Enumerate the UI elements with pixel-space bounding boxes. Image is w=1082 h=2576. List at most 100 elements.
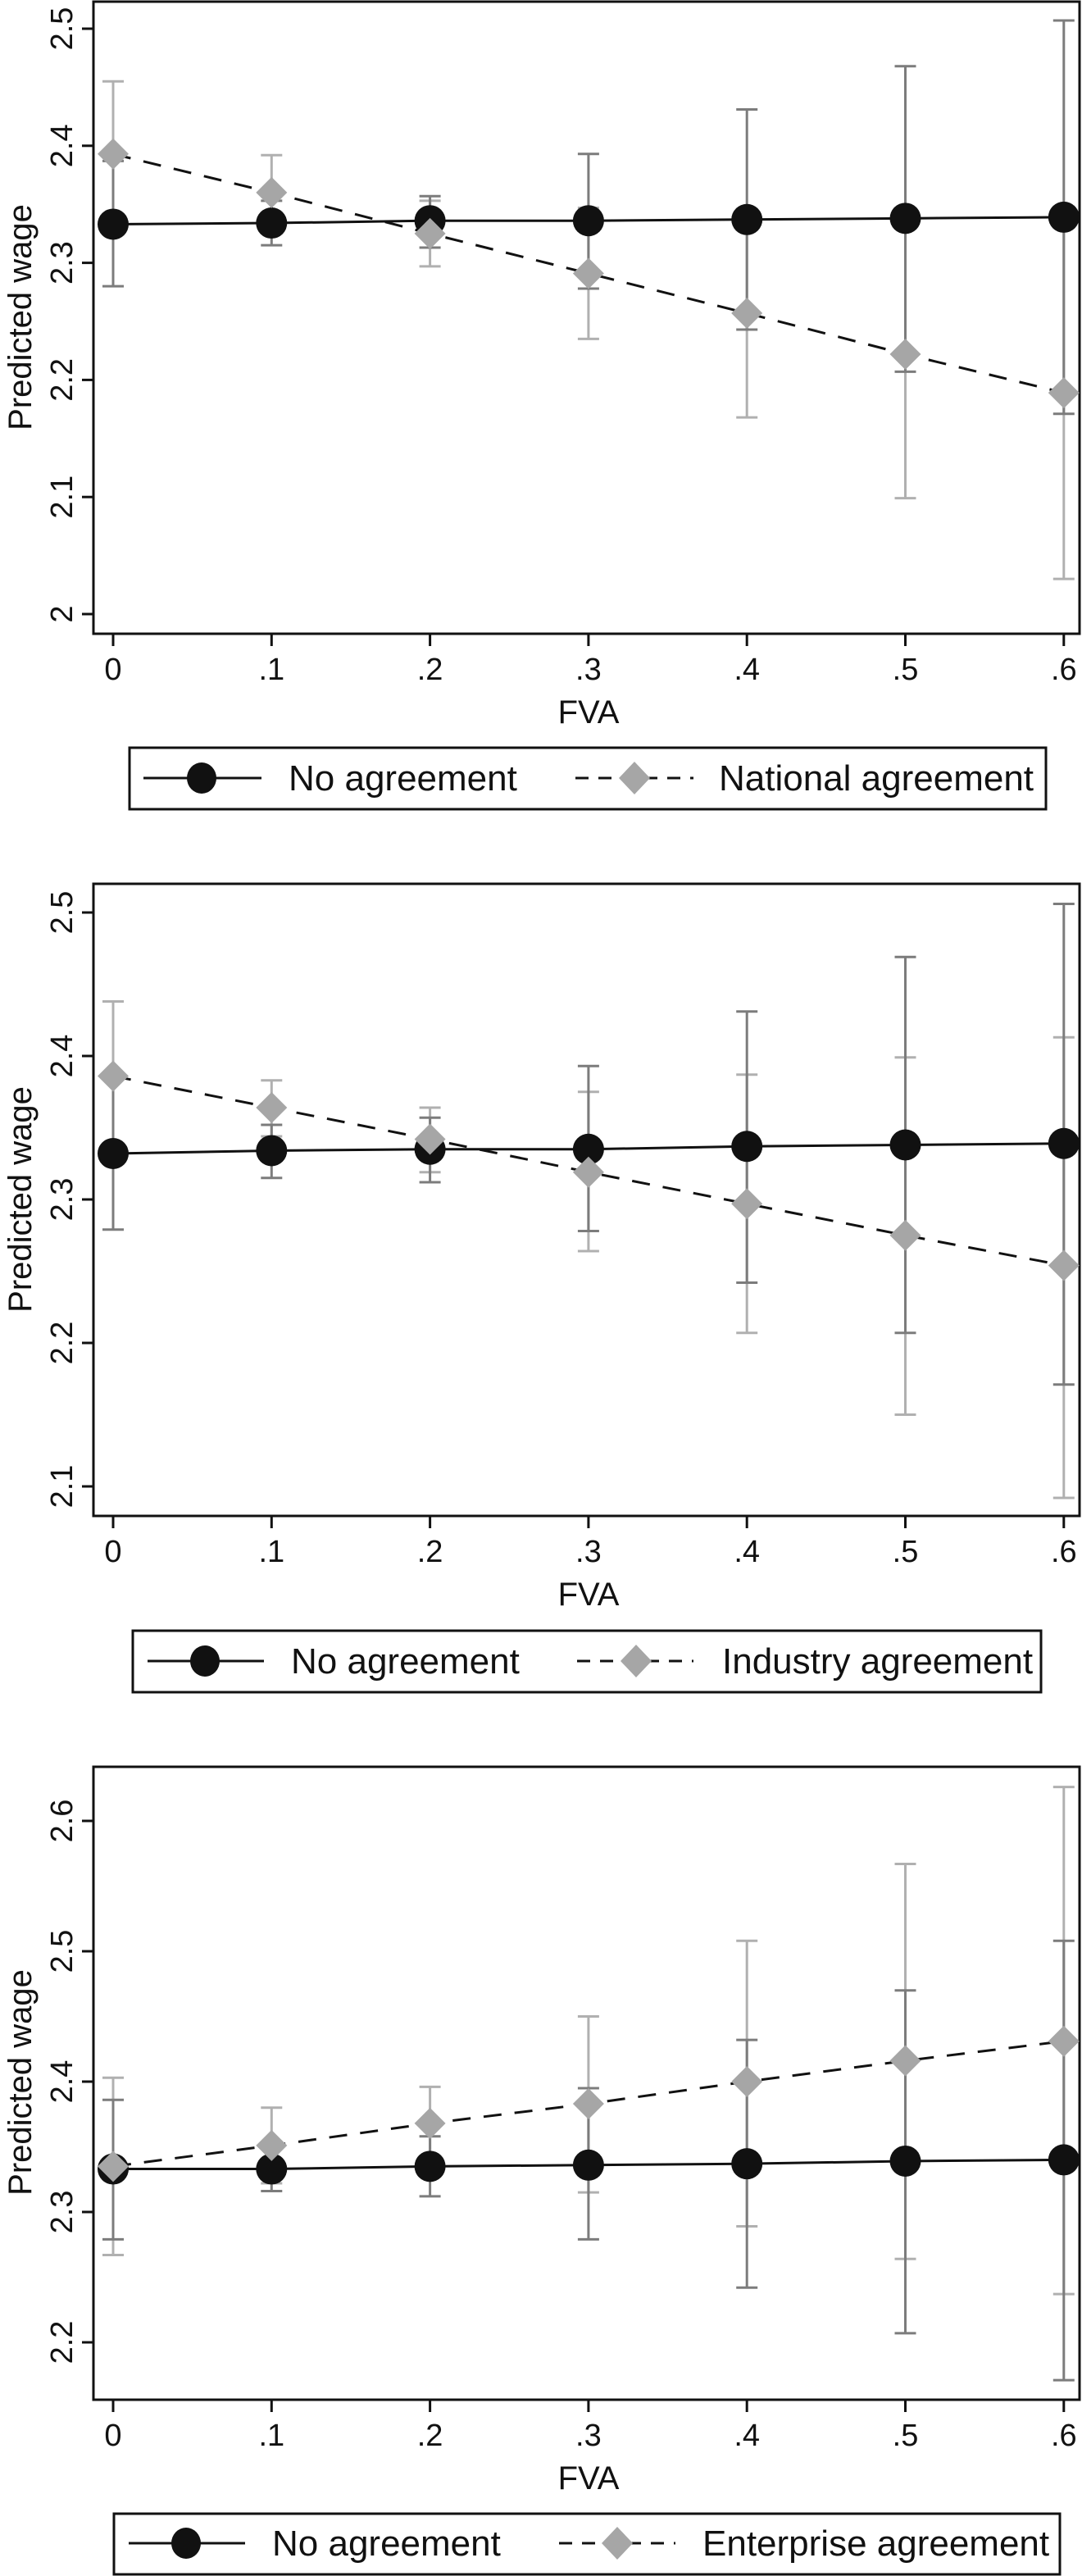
legend-label-industry-agreement: Industry agreement xyxy=(722,1641,1033,1682)
circle-marker xyxy=(889,203,921,234)
x-tick-label: 0 xyxy=(104,1535,121,1569)
y-tick-label: 2.3 xyxy=(45,241,80,284)
x-axis-title: FVA xyxy=(558,694,620,730)
diamond-marker xyxy=(889,338,921,370)
legend-diamond-icon xyxy=(602,2527,633,2560)
x-tick-label: .3 xyxy=(575,2419,602,2453)
x-tick-label: .4 xyxy=(734,2419,760,2453)
diamond-marker xyxy=(1048,377,1080,409)
y-tick-label: 2.4 xyxy=(45,2060,80,2104)
circle-marker xyxy=(1048,2144,1080,2176)
y-tick-label: 2.1 xyxy=(45,476,80,519)
y-tick-label: 2.5 xyxy=(45,7,80,51)
diamond-marker xyxy=(414,217,446,249)
x-tick-label: .2 xyxy=(417,2419,443,2453)
x-tick-label: .2 xyxy=(417,1535,443,1569)
circle-marker xyxy=(572,2149,604,2181)
y-axis-title: Predicted wage xyxy=(2,204,39,430)
diamond-marker xyxy=(256,176,288,208)
x-axis-title: FVA xyxy=(558,2460,620,2496)
diamond-marker xyxy=(98,1060,129,1092)
plot-area: 2 2.1 2.2 2.3 2.4 2.5 0 .1 .2 .3 .4 .5 .6 xyxy=(45,7,1080,687)
legend: No agreement Industry agreement xyxy=(131,1629,1043,1694)
plot-frame xyxy=(92,0,1081,635)
plot-area: 2.1 2.2 2.3 2.4 2.5 0 .1 .2 .3 .4 .5 .6 xyxy=(45,891,1080,1569)
plot-frame xyxy=(92,1765,1081,2401)
x-tick-label: .1 xyxy=(258,653,284,687)
y-tick-label: 2.4 xyxy=(45,1035,80,1078)
diamond-marker xyxy=(731,1188,763,1220)
y-tick-label: 2.3 xyxy=(45,2191,80,2234)
y-axis-title: Predicted wage xyxy=(2,1086,39,1313)
legend-diamond-icon xyxy=(619,762,650,794)
x-tick-label: .1 xyxy=(258,2419,284,2453)
circle-marker xyxy=(889,2145,921,2177)
legend-label-national-agreement: National agreement xyxy=(719,758,1034,799)
diamond-marker xyxy=(889,1219,921,1251)
circle-marker xyxy=(889,1129,921,1161)
circle-marker xyxy=(98,208,129,240)
chart-enterprise: 2.2 2.3 2.4 2.5 2.6 0 .1 .2 .3 .4 .5 .6 Predicted w… xyxy=(2,1765,1081,2576)
circle-marker xyxy=(256,207,288,239)
circle-marker xyxy=(414,2150,446,2182)
diamond-marker xyxy=(256,2129,288,2161)
x-tick-label: .5 xyxy=(893,2419,919,2453)
y-tick-label: 2.2 xyxy=(45,2321,80,2364)
legend-label-no-agreement: No agreement xyxy=(291,1641,520,1682)
diamond-marker xyxy=(889,2045,921,2077)
y-tick-label: 2.3 xyxy=(45,1178,80,1222)
legend-circle-icon xyxy=(190,1645,220,1677)
circle-marker xyxy=(731,2148,763,2180)
diamond-marker xyxy=(414,2107,446,2139)
circle-marker xyxy=(731,203,763,235)
x-tick-label: .6 xyxy=(1051,2419,1077,2453)
diamond-marker xyxy=(1048,2025,1080,2057)
diamond-marker xyxy=(414,1123,446,1155)
x-tick-label: .6 xyxy=(1051,1535,1077,1569)
diamond-marker xyxy=(98,2150,129,2182)
y-tick-label: 2.6 xyxy=(45,1800,80,1843)
legend-label-no-agreement: No agreement xyxy=(289,758,517,799)
x-tick-label: .1 xyxy=(258,1535,284,1569)
x-tick-label: .2 xyxy=(417,653,443,687)
plot-area: 2.2 2.3 2.4 2.5 2.6 0 .1 .2 .3 .4 .5 .6 xyxy=(45,1786,1080,2453)
plot-frame xyxy=(92,882,1081,1518)
x-tick-label: .4 xyxy=(734,1535,760,1569)
y-tick-label: 2.1 xyxy=(45,1465,80,1509)
x-tick-label: 0 xyxy=(104,2419,121,2453)
x-tick-label: .4 xyxy=(734,653,760,687)
x-axis-title: FVA xyxy=(558,1577,620,1613)
circle-marker xyxy=(256,1135,288,1167)
circle-marker xyxy=(1048,201,1080,233)
circle-marker xyxy=(572,205,604,237)
y-tick-label: 2.5 xyxy=(45,891,80,935)
legend-diamond-icon xyxy=(621,1645,652,1677)
diamond-marker xyxy=(572,257,604,289)
y-tick-label: 2.4 xyxy=(45,124,80,167)
y-tick-label: 2.2 xyxy=(45,358,80,402)
legend: No agreement Enterprise agreement xyxy=(112,2512,1062,2576)
y-tick-label: 2 xyxy=(45,605,80,622)
diamond-marker xyxy=(572,2088,604,2120)
chart-national: 2 2.1 2.2 2.3 2.4 2.5 0 .1 .2 .3 .4 .5 .6 Predicted … xyxy=(2,0,1081,811)
x-tick-label: .5 xyxy=(893,653,919,687)
circle-marker xyxy=(256,2153,288,2185)
x-tick-label: .3 xyxy=(575,653,602,687)
legend-circle-icon xyxy=(171,2528,201,2559)
diamond-marker xyxy=(731,298,763,330)
y-axis-title: Predicted wage xyxy=(2,1969,39,2196)
circle-marker xyxy=(98,1138,129,1169)
diamond-marker xyxy=(256,1092,288,1123)
y-tick-label: 2.2 xyxy=(45,1322,80,1365)
x-tick-label: .5 xyxy=(893,1535,919,1569)
chart-industry: 2.1 2.2 2.3 2.4 2.5 0 .1 .2 .3 .4 .5 .6 Predicted w… xyxy=(2,882,1081,1694)
diamond-marker xyxy=(572,1156,604,1188)
legend-label-enterprise-agreement: Enterprise agreement xyxy=(702,2524,1049,2564)
x-tick-label: .3 xyxy=(575,1535,602,1569)
diamond-marker xyxy=(1048,1249,1080,1281)
circle-marker xyxy=(572,1133,604,1165)
x-tick-label: 0 xyxy=(104,653,121,687)
y-tick-label: 2.5 xyxy=(45,1930,80,1973)
legend: No agreement National agreement xyxy=(128,746,1048,811)
